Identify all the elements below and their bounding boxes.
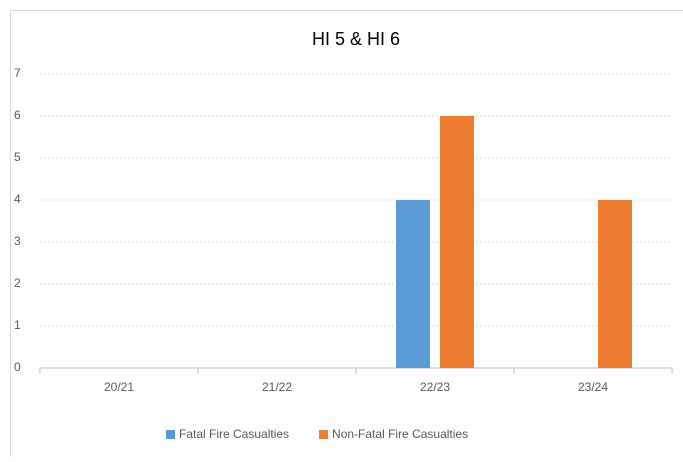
y-tick-label: 2 (14, 276, 21, 290)
y-tick-label: 0 (14, 360, 21, 374)
legend-swatch (166, 430, 175, 439)
y-tick-label: 4 (14, 192, 21, 206)
x-tick-label: 20/21 (104, 380, 134, 394)
x-tick-label: 21/22 (262, 380, 292, 394)
y-tick-label: 6 (14, 108, 21, 122)
bar (440, 116, 474, 368)
legend-label: Fatal Fire Casualties (179, 427, 289, 441)
chart-title: HI 5 & HI 6 (312, 29, 400, 49)
y-tick-label: 7 (14, 66, 21, 80)
x-tick-label: 23/24 (578, 380, 608, 394)
x-tick-label: 22/23 (420, 380, 450, 394)
legend-swatch (319, 430, 328, 439)
bar (396, 200, 430, 368)
y-tick-label: 5 (14, 150, 21, 164)
y-tick-label: 1 (14, 318, 21, 332)
bar (598, 200, 632, 368)
y-tick-label: 3 (14, 234, 21, 248)
legend-label: Non-Fatal Fire Casualties (332, 427, 468, 441)
